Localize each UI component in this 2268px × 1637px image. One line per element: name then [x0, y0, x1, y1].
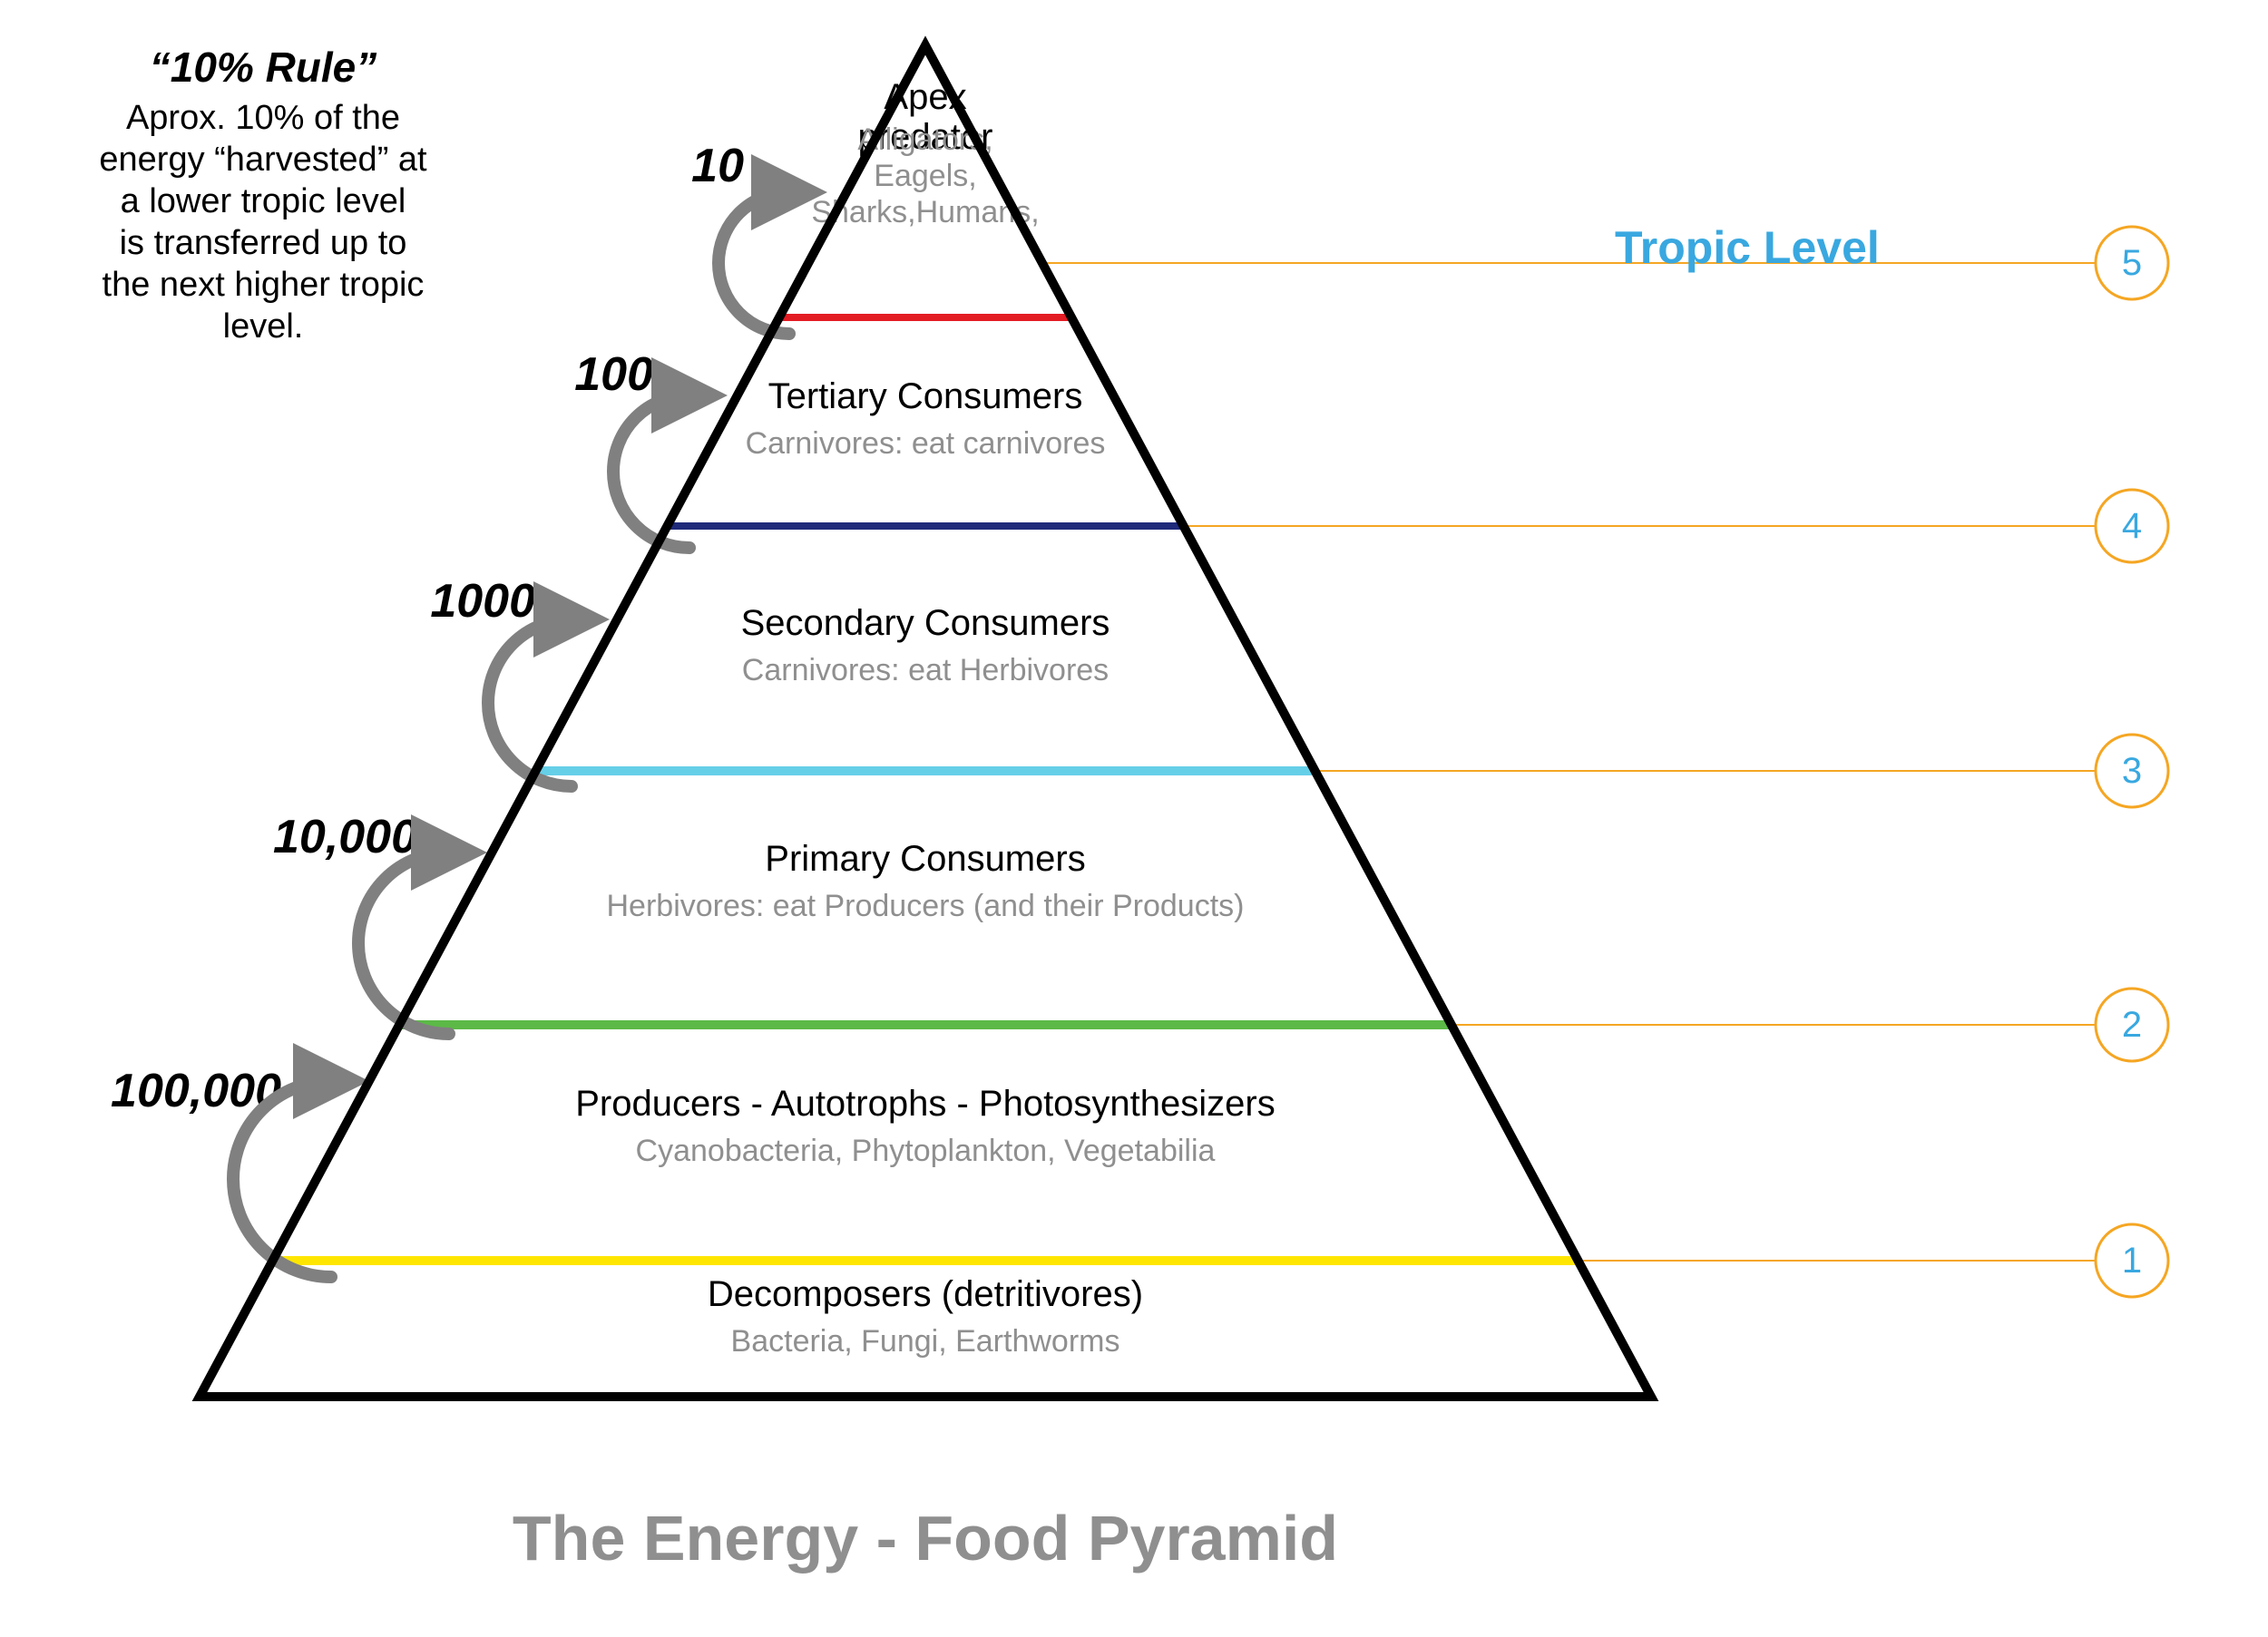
trophic-badge-number: 1	[2122, 1241, 2142, 1281]
trophic-badge-number: 3	[2122, 751, 2142, 791]
rule-body-line: is transferred up to	[120, 224, 407, 262]
level-title: Producers - Autotrophs - Photosynthesize…	[575, 1084, 1275, 1124]
rule-body-line: level.	[223, 307, 304, 346]
level-title: Secondary Consumers	[741, 603, 1110, 643]
level-title: Decomposers (detritivores)	[708, 1274, 1143, 1314]
level-subtitle: Herbivores: eat Producers (and their Pro…	[607, 889, 1245, 923]
pyramid-outline	[200, 45, 1651, 1397]
level-subtitle: Bacteria, Fungi, Earthworms	[731, 1324, 1120, 1359]
energy-value: 100	[574, 348, 653, 401]
level-subtitle: Eagels,	[874, 159, 976, 193]
level-title: Primary Consumers	[765, 839, 1085, 879]
rule-body-line: energy “harvested” at	[99, 141, 427, 179]
tropic-level-header: Tropic Level	[1615, 222, 1880, 273]
rule-title: “10% Rule”	[150, 44, 377, 91]
level-title: Tertiary Consumers	[768, 376, 1083, 416]
rule-body-line: Aprox. 10% of the	[126, 99, 400, 137]
energy-value: 1000	[430, 575, 535, 628]
rule-body-line: a lower tropic level	[121, 182, 406, 220]
diagram-title: The Energy - Food Pyramid	[513, 1503, 1338, 1574]
trophic-badge-number: 5	[2122, 243, 2142, 283]
trophic-badge-number: 2	[2122, 1005, 2142, 1045]
trophic-badge-number: 4	[2122, 506, 2142, 546]
energy-value: 10,000	[273, 811, 417, 863]
energy-value: 10	[691, 140, 744, 192]
level-subtitle: Carnivores: eat Herbivores	[742, 653, 1109, 687]
energy-transfer-arrow	[358, 853, 449, 1034]
energy-transfer-arrow	[488, 619, 572, 786]
level-subtitle: Cyanobacteria, Phytoplankton, Vegetabili…	[636, 1134, 1216, 1168]
level-subtitle: Carnivores: eat carnivores	[746, 426, 1106, 461]
rule-body-line: the next higher tropic	[103, 266, 425, 304]
